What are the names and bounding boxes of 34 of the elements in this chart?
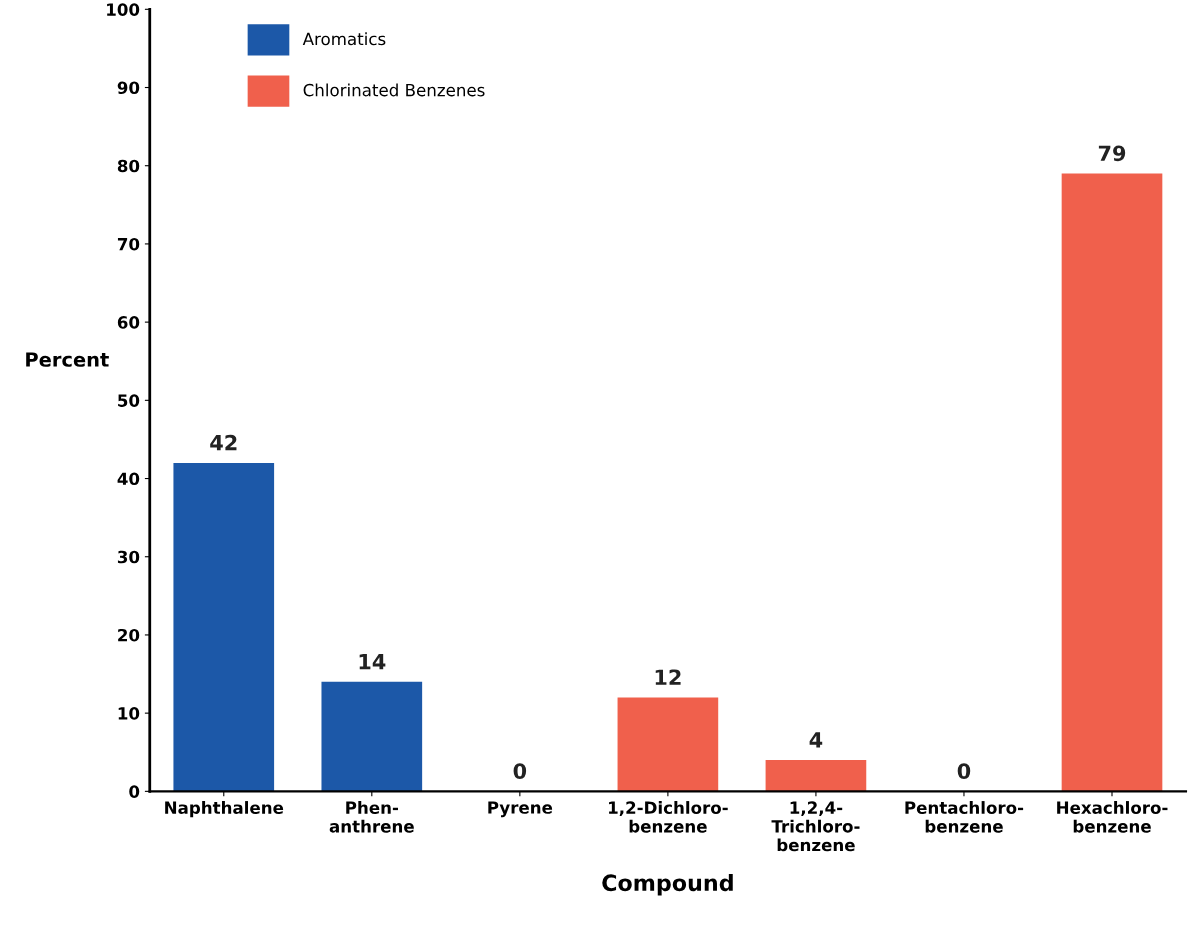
y-tick-label: 90 xyxy=(117,81,140,95)
bar xyxy=(1061,173,1163,792)
x-tick-label: 1,2,4- Trichloro- benzene xyxy=(771,801,860,852)
data-label: 42 xyxy=(210,434,237,451)
data-label: 0 xyxy=(957,763,971,779)
data-label: 4 xyxy=(809,732,823,748)
y-axis-title: Percent xyxy=(26,352,109,367)
data-label: 12 xyxy=(655,669,681,685)
y-tick-label: 70 xyxy=(117,237,140,251)
data-label: 14 xyxy=(359,654,386,670)
x-tick-label: Naphthalene xyxy=(165,801,284,818)
bar xyxy=(173,462,275,792)
bar xyxy=(617,697,719,792)
y-tick-label: 60 xyxy=(117,316,140,329)
bar xyxy=(765,760,867,792)
data-label: 79 xyxy=(1098,145,1126,162)
x-tick-label: Pentachloro- benzene xyxy=(905,801,1024,833)
y-tick-label: 100 xyxy=(107,3,140,16)
x-axis-title: Compound xyxy=(602,873,733,896)
y-tick-label: 40 xyxy=(117,472,140,486)
bar xyxy=(321,681,423,792)
y-tick-label: 30 xyxy=(117,550,140,564)
y-tick-label: 10 xyxy=(118,707,140,720)
y-tick-label: 20 xyxy=(118,628,140,642)
legend-label: Aromatics xyxy=(302,32,386,46)
y-tick-label: 80 xyxy=(117,159,140,173)
x-tick-label: 1,2-Dichloro- benzene xyxy=(609,801,728,833)
x-tick-label: Phen- anthrene xyxy=(329,801,414,833)
x-tick-label: Hexachloro- benzene xyxy=(1057,801,1168,833)
x-tick-label: Pyrene xyxy=(488,801,553,818)
y-tick-label: 0 xyxy=(129,785,140,798)
y-tick-label: 50 xyxy=(118,394,140,407)
legend-label: Chlorinated Benzenes xyxy=(303,83,485,97)
data-label: 0 xyxy=(513,763,527,779)
